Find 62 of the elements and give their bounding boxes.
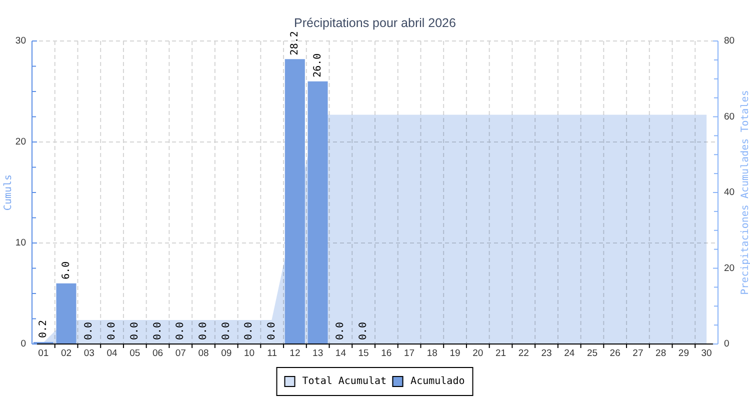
x-tick-label: 17 [404,348,415,359]
x-tick-label: 12 [290,348,300,359]
x-tick-label: 05 [130,348,140,359]
legend-label: Acumulado [410,376,465,387]
data-label: 0.0 [175,322,186,340]
y2-tick-label: 20 [724,262,735,274]
x-tick-label: 06 [152,348,164,359]
x-tick-label: 27 [632,348,644,359]
x-tick-label: 04 [106,348,118,359]
data-label: 26.0 [312,53,324,78]
x-tick-label: 26 [610,348,620,359]
data-label: 0.0 [335,322,346,340]
x-tick-label: 22 [518,348,529,359]
x-tick-label: 16 [381,348,392,359]
x-tick-label: 21 [495,348,506,359]
x-tick-label: 01 [38,348,49,359]
y2-tick-label: 80 [724,36,735,46]
data-label: 0.0 [358,322,370,340]
y2-tick-label: 0 [724,338,730,350]
data-label: 0.0 [266,322,278,340]
data-label: 0.2 [38,320,49,338]
bar [308,81,328,344]
x-tick-label: 20 [472,348,484,359]
bar [284,59,305,344]
x-tick-label: 15 [358,348,369,359]
x-tick-label: 25 [586,348,598,359]
y2-tick-label: 40 [724,187,735,198]
data-label: 6.0 [60,261,72,280]
chart-title: Précipitations pour abril 2026 [293,16,457,30]
y-tick-label: 30 [15,36,26,46]
y2-axis-title: Precipitaciones Acumulades Totales [740,90,750,295]
y-tick-label: 10 [15,238,26,248]
data-label: 0.0 [220,322,232,340]
x-tick-label: 13 [312,348,324,359]
bar [56,283,76,344]
y-axis-title: Cumuls [2,174,14,211]
data-label: 0.0 [244,322,255,340]
data-label: 0.0 [198,322,209,340]
y2-tick-label: 60 [724,111,735,122]
data-label: 28.2 [289,31,300,56]
x-tick-label: 08 [198,348,209,359]
x-tick-label: 03 [84,348,94,359]
x-tick-label: 24 [564,348,575,359]
x-tick-label: 10 [244,348,255,359]
y-tick-label: 20 [15,136,26,148]
data-label: 0.0 [129,322,140,340]
x-tick-label: 23 [541,348,552,359]
data-label: 0.0 [84,322,95,340]
y-tick-label: 0 [20,338,26,350]
x-tick-label: 02 [61,348,72,359]
x-tick-label: 19 [450,348,460,359]
x-tick-label: 14 [335,348,346,359]
x-tick-label: 29 [678,348,689,359]
x-tick-label: 30 [701,348,712,359]
x-tick-label: 09 [221,348,232,359]
legend-label: Total Acumulat [302,376,387,387]
x-tick-label: 18 [426,348,438,359]
x-tick-label: 11 [267,348,278,359]
data-label: 0.0 [106,322,118,340]
x-tick-label: 28 [656,348,666,359]
x-tick-label: 07 [175,348,186,359]
data-label: 0.0 [152,322,164,340]
